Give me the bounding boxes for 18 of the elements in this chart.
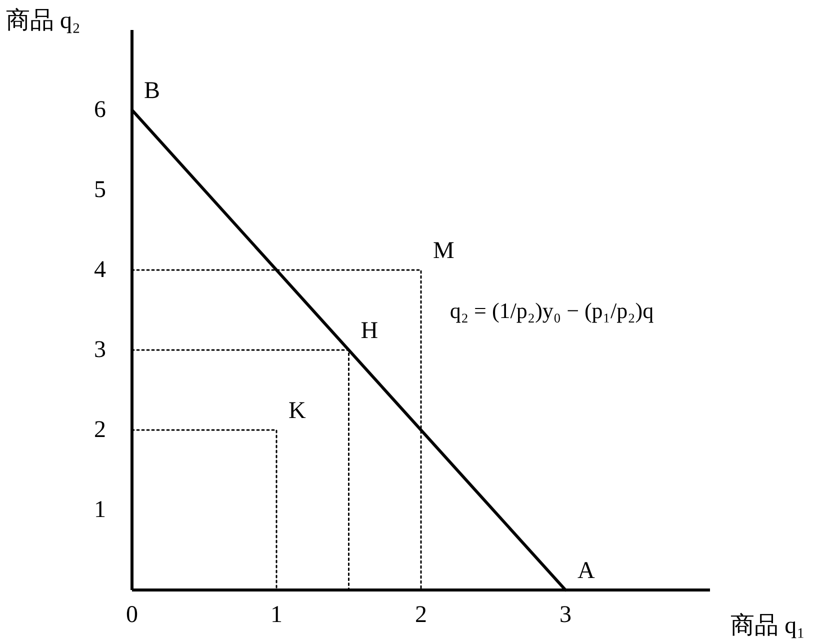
annotation: M bbox=[433, 238, 454, 264]
annotation: B bbox=[144, 78, 160, 104]
y-tick-label: 2 bbox=[94, 417, 106, 443]
x-axis-title: 商品 q₁ bbox=[730, 612, 805, 639]
annotation: A bbox=[578, 558, 596, 584]
annotation: q₂ = (1/p₂)y₀ − (p₁/p₂)q bbox=[450, 298, 654, 323]
y-tick-label: 5 bbox=[94, 177, 106, 203]
y-axis-title: 商品 q₂ bbox=[6, 7, 80, 34]
y-tick-label: 1 bbox=[94, 497, 106, 523]
y-tick-label: 4 bbox=[94, 257, 106, 283]
y-tick-label: 3 bbox=[94, 337, 106, 363]
y-tick-label: 6 bbox=[94, 97, 106, 123]
x-tick-label: 1 bbox=[270, 602, 282, 628]
x-tick-label: 2 bbox=[415, 602, 427, 628]
annotation: K bbox=[288, 398, 306, 424]
x-tick-label: 0 bbox=[126, 602, 138, 628]
annotation: H bbox=[360, 318, 378, 344]
x-tick-label: 3 bbox=[560, 602, 572, 628]
